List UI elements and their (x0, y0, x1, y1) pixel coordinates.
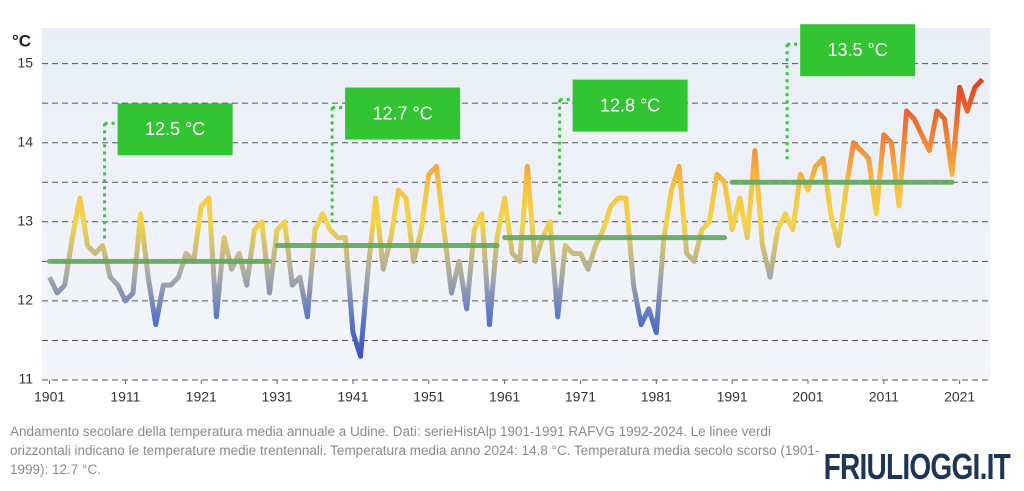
y-tick-label: 14 (17, 133, 33, 149)
x-tick-label: 2021 (944, 389, 975, 405)
y-unit: °C (12, 31, 31, 50)
average-box (345, 87, 461, 140)
average-box (572, 79, 688, 132)
x-tick-label: 2011 (869, 389, 899, 405)
average-box (800, 24, 916, 77)
x-tick-label: 1991 (717, 389, 748, 405)
plot-background (42, 28, 990, 380)
average-label: 12.8 °C (600, 95, 660, 115)
temperature-line (47, 77, 985, 359)
y-tick-label: 15 (17, 54, 33, 70)
y-tick-label: 13 (17, 213, 33, 229)
logo: FRIULIOGGI.IT (823, 446, 1011, 487)
average-label: 13.5 °C (828, 40, 888, 60)
y-tick-label: 11 (18, 371, 33, 387)
x-tick-label: 1911 (110, 389, 140, 405)
x-tick-label: 1901 (34, 389, 65, 405)
average-label: 12.5 °C (145, 119, 205, 139)
x-tick-label: 1951 (413, 389, 444, 405)
x-tick-label: 1981 (641, 389, 672, 405)
average-box (117, 103, 233, 156)
chart: °C 11 12 13 14 15 1901 1911 1921 1931 1941 1951 196… (12, 24, 990, 405)
caption: Andamento secolare della temperatura med… (10, 424, 820, 477)
y-tick-label: 12 (17, 292, 33, 308)
x-tick-label: 1931 (262, 389, 293, 405)
average-label: 12.7 °C (372, 103, 432, 123)
x-tick-label: 1971 (565, 389, 596, 405)
x-tick-label: 2001 (792, 389, 823, 405)
x-tick-label: 1941 (337, 389, 368, 405)
x-tick-label: 1921 (186, 389, 217, 405)
x-tick-label: 1961 (489, 389, 520, 405)
